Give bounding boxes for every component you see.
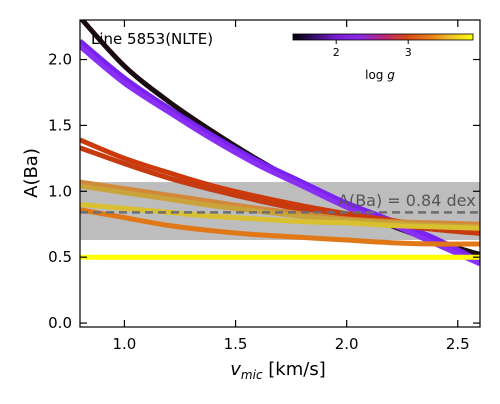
y-axis-label: A(Ba) <box>21 148 42 198</box>
series-line-2 <box>80 44 480 267</box>
x-tick-label-3: 2.5 <box>446 335 470 353</box>
y-tick-label-3: 1.5 <box>48 116 72 134</box>
series-line-7 <box>80 202 480 231</box>
x-tick-label-1: 1.5 <box>224 335 248 353</box>
y-tick-label-2: 1.0 <box>48 182 72 200</box>
y-tick-label-0: 0.0 <box>48 314 72 332</box>
x-tick-label-0: 1.0 <box>113 335 137 353</box>
y-tick-label-1: 0.5 <box>48 248 72 266</box>
colorbar-label: log g <box>365 68 395 82</box>
series-group <box>80 20 480 267</box>
colorbar-label-var: g <box>387 68 395 82</box>
colorbar-tick-label-0: 2 <box>333 46 340 59</box>
y-tick-label-4: 2.0 <box>48 51 72 69</box>
x-axis-label-sub: mic <box>241 368 263 382</box>
x-axis-label: vmic [km/s] <box>230 359 325 382</box>
chart-title: Line 5853(NLTE) <box>91 30 213 48</box>
colorbar-tick-label-1: 3 <box>405 46 412 59</box>
plot-frame <box>79 19 481 328</box>
axes-group: 1.0 1.5 2.0 2.5 0.0 0.5 1.0 1.5 2.0 <box>48 20 480 353</box>
colorbar <box>292 33 474 41</box>
x-axis-label-unit: [km/s] <box>263 359 326 380</box>
mean-label: A(Ba) = 0.84 dex <box>338 191 476 210</box>
x-axis-label-var: v <box>230 359 241 380</box>
x-tick-label-2: 2.0 <box>335 335 359 353</box>
series-line-8 <box>80 207 480 247</box>
colorbar-label-main: log <box>365 68 387 82</box>
